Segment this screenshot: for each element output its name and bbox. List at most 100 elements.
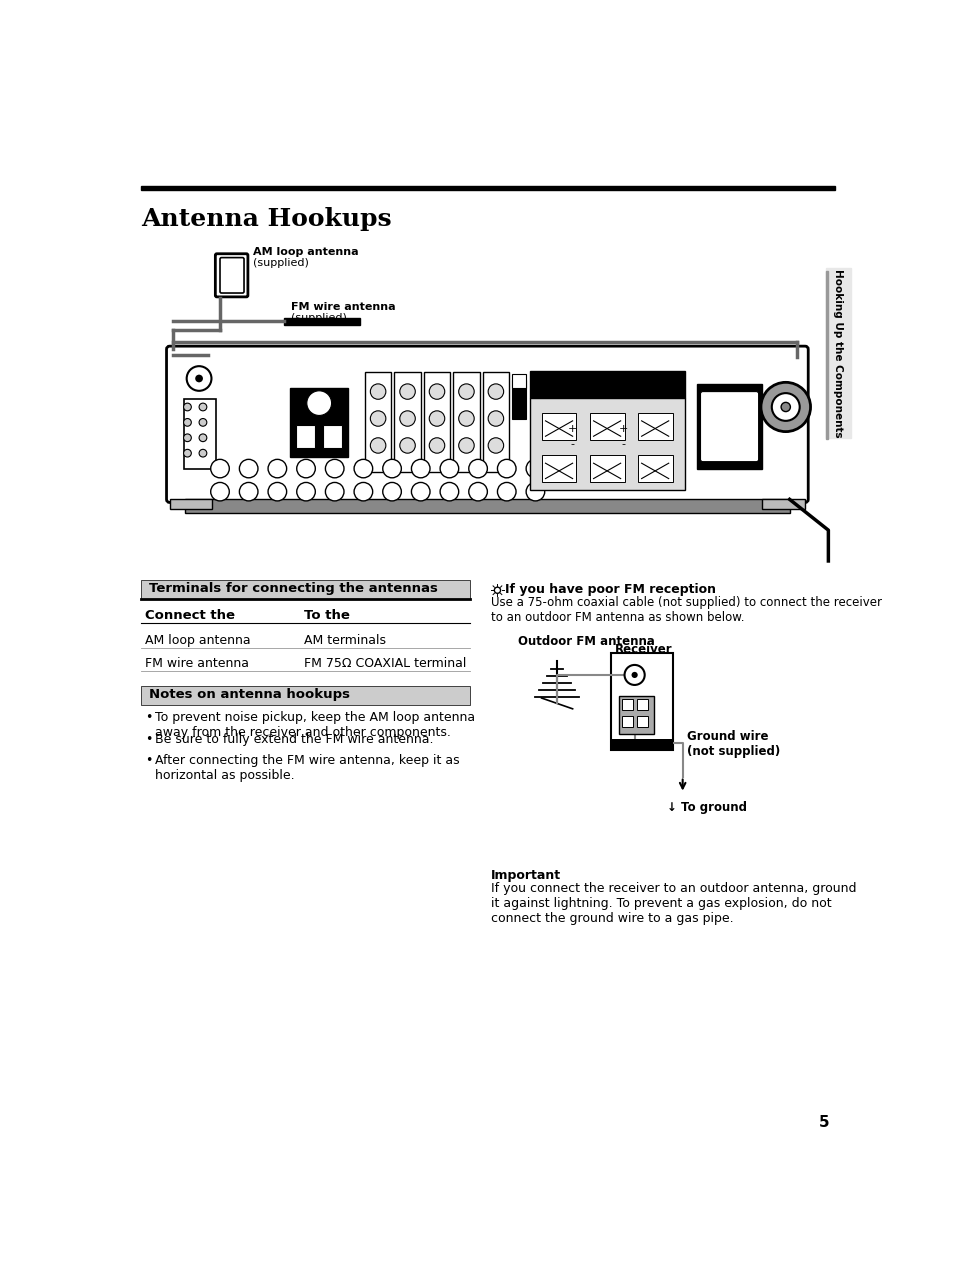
Circle shape <box>382 460 401 478</box>
Bar <box>512 373 525 387</box>
Circle shape <box>497 483 516 501</box>
Bar <box>295 424 314 447</box>
Circle shape <box>624 665 644 685</box>
Bar <box>290 387 348 457</box>
Text: Use a 75-ohm coaxial cable (not supplied) to connect the receiver
to an outdoor : Use a 75-ohm coaxial cable (not supplied… <box>491 596 882 624</box>
Text: Outdoor FM antenna: Outdoor FM antenna <box>517 634 655 648</box>
Circle shape <box>488 383 503 399</box>
Bar <box>482 372 509 473</box>
Bar <box>365 372 391 473</box>
Text: +: + <box>618 423 627 433</box>
Circle shape <box>411 460 430 478</box>
Circle shape <box>325 460 344 478</box>
Bar <box>284 318 359 325</box>
Circle shape <box>239 460 257 478</box>
Circle shape <box>211 483 229 501</box>
Circle shape <box>199 419 207 427</box>
FancyBboxPatch shape <box>167 347 807 502</box>
Text: To the: To the <box>303 609 349 623</box>
Bar <box>183 399 216 469</box>
Circle shape <box>429 438 444 454</box>
Bar <box>323 424 341 447</box>
Circle shape <box>211 460 229 478</box>
Circle shape <box>325 483 344 501</box>
Text: FM wire antenna: FM wire antenna <box>145 657 249 670</box>
Text: Be sure to fully extend the FM wire antenna.: Be sure to fully extend the FM wire ante… <box>154 733 433 745</box>
Bar <box>637 716 647 726</box>
Circle shape <box>354 460 373 478</box>
Circle shape <box>183 403 192 410</box>
Bar <box>423 372 450 473</box>
Circle shape <box>468 460 487 478</box>
Circle shape <box>781 403 790 412</box>
Bar <box>530 397 684 490</box>
Circle shape <box>429 383 444 399</box>
Bar <box>170 499 212 508</box>
Bar <box>637 413 672 440</box>
Bar <box>541 413 576 440</box>
Bar <box>637 456 672 483</box>
Circle shape <box>771 394 799 420</box>
Bar <box>589 413 624 440</box>
Circle shape <box>268 460 286 478</box>
Bar <box>512 380 525 419</box>
Circle shape <box>183 434 192 442</box>
Bar <box>141 687 470 705</box>
Circle shape <box>411 483 430 501</box>
Text: After connecting the FM wire antenna, keep it as
horizontal as possible.: After connecting the FM wire antenna, ke… <box>154 754 459 782</box>
Circle shape <box>458 383 474 399</box>
Text: FM 75Ω COAXIAL terminal: FM 75Ω COAXIAL terminal <box>303 657 466 670</box>
Circle shape <box>525 460 544 478</box>
FancyBboxPatch shape <box>700 391 758 461</box>
Circle shape <box>458 438 474 454</box>
Text: 5: 5 <box>819 1115 829 1130</box>
Bar <box>825 271 827 440</box>
Text: If you connect the receiver to an outdoor antenna, ground
it against lightning. : If you connect the receiver to an outdoo… <box>491 882 856 925</box>
Text: Hooking Up the Components: Hooking Up the Components <box>833 269 842 437</box>
Circle shape <box>187 366 212 391</box>
Text: If you have poor FM reception: If you have poor FM reception <box>505 582 716 595</box>
Text: Antenna Hookups: Antenna Hookups <box>141 206 391 231</box>
Circle shape <box>399 410 415 427</box>
Text: +: + <box>567 423 577 433</box>
Text: AM loop antenna: AM loop antenna <box>145 634 251 647</box>
Circle shape <box>296 460 315 478</box>
Circle shape <box>382 483 401 501</box>
Circle shape <box>199 450 207 457</box>
Circle shape <box>439 483 458 501</box>
Bar <box>761 499 804 508</box>
Text: To prevent noise pickup, keep the AM loop antenna
away from the receiver and oth: To prevent noise pickup, keep the AM loo… <box>154 711 475 739</box>
Bar <box>141 186 834 190</box>
Text: Connect the: Connect the <box>145 609 234 623</box>
Bar <box>696 383 761 469</box>
Circle shape <box>399 438 415 454</box>
Circle shape <box>631 671 637 678</box>
Text: Receiver: Receiver <box>615 642 672 656</box>
Bar <box>394 372 420 473</box>
Text: •: • <box>145 711 152 724</box>
Text: AM terminals: AM terminals <box>303 634 385 647</box>
Bar <box>637 699 647 710</box>
Bar <box>185 499 789 513</box>
Circle shape <box>199 434 207 442</box>
Circle shape <box>525 483 544 501</box>
Circle shape <box>429 410 444 427</box>
Circle shape <box>399 383 415 399</box>
Text: •: • <box>145 733 152 745</box>
Circle shape <box>488 438 503 454</box>
Bar <box>541 456 576 483</box>
Circle shape <box>760 382 810 432</box>
Circle shape <box>458 410 474 427</box>
Circle shape <box>488 410 503 427</box>
Text: Important: Important <box>491 869 560 882</box>
Circle shape <box>468 483 487 501</box>
Text: (supplied): (supplied) <box>291 313 347 324</box>
Circle shape <box>239 483 257 501</box>
Text: Notes on antenna hookups: Notes on antenna hookups <box>149 688 350 701</box>
Circle shape <box>296 483 315 501</box>
Bar <box>611 654 673 749</box>
Circle shape <box>370 410 385 427</box>
Text: FM wire antenna: FM wire antenna <box>291 302 395 312</box>
Bar <box>589 456 624 483</box>
Circle shape <box>439 460 458 478</box>
